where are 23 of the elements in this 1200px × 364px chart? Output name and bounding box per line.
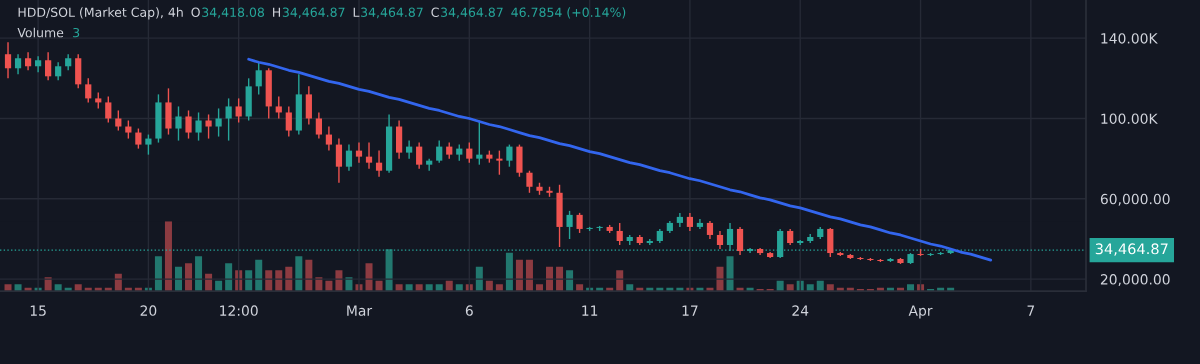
y-tick-label: 100.00K [1101, 113, 1158, 124]
x-tick-label: 11 [582, 305, 598, 316]
x-tick-label: 20 [140, 305, 157, 316]
annotation: 3 [73, 27, 80, 38]
ref-line-label: 34,464.87 [1095, 243, 1168, 256]
annotation: L34,464.87 [353, 7, 423, 19]
text: HDD/SOL (Market Cap), 4h [18, 7, 183, 20]
x-tick-label: 7 [1027, 305, 1035, 316]
x-tick-label: 6 [465, 305, 473, 316]
y-tick-label: 60,000.00 [1100, 193, 1170, 206]
x-tick-label: 12:00 [220, 305, 258, 316]
y-tick-label: 20,000.00 [1100, 274, 1170, 287]
x-tick-label: Mar [347, 305, 373, 316]
annotation: O34,418.08 [191, 7, 265, 19]
annotation: C34,464.87 [431, 7, 503, 19]
x-tick-label: 15 [30, 305, 46, 316]
annotation: Volume [17, 27, 64, 38]
y-tick-label: 140.00K [1101, 33, 1158, 44]
annotation: 46.7854 (+0.14%) [511, 7, 626, 19]
x-tick-label: 24 [792, 305, 809, 316]
annotation: H34,464.87 [273, 7, 345, 19]
x-tick-label: Apr [908, 305, 933, 319]
x-tick-label: 17 [682, 305, 698, 316]
